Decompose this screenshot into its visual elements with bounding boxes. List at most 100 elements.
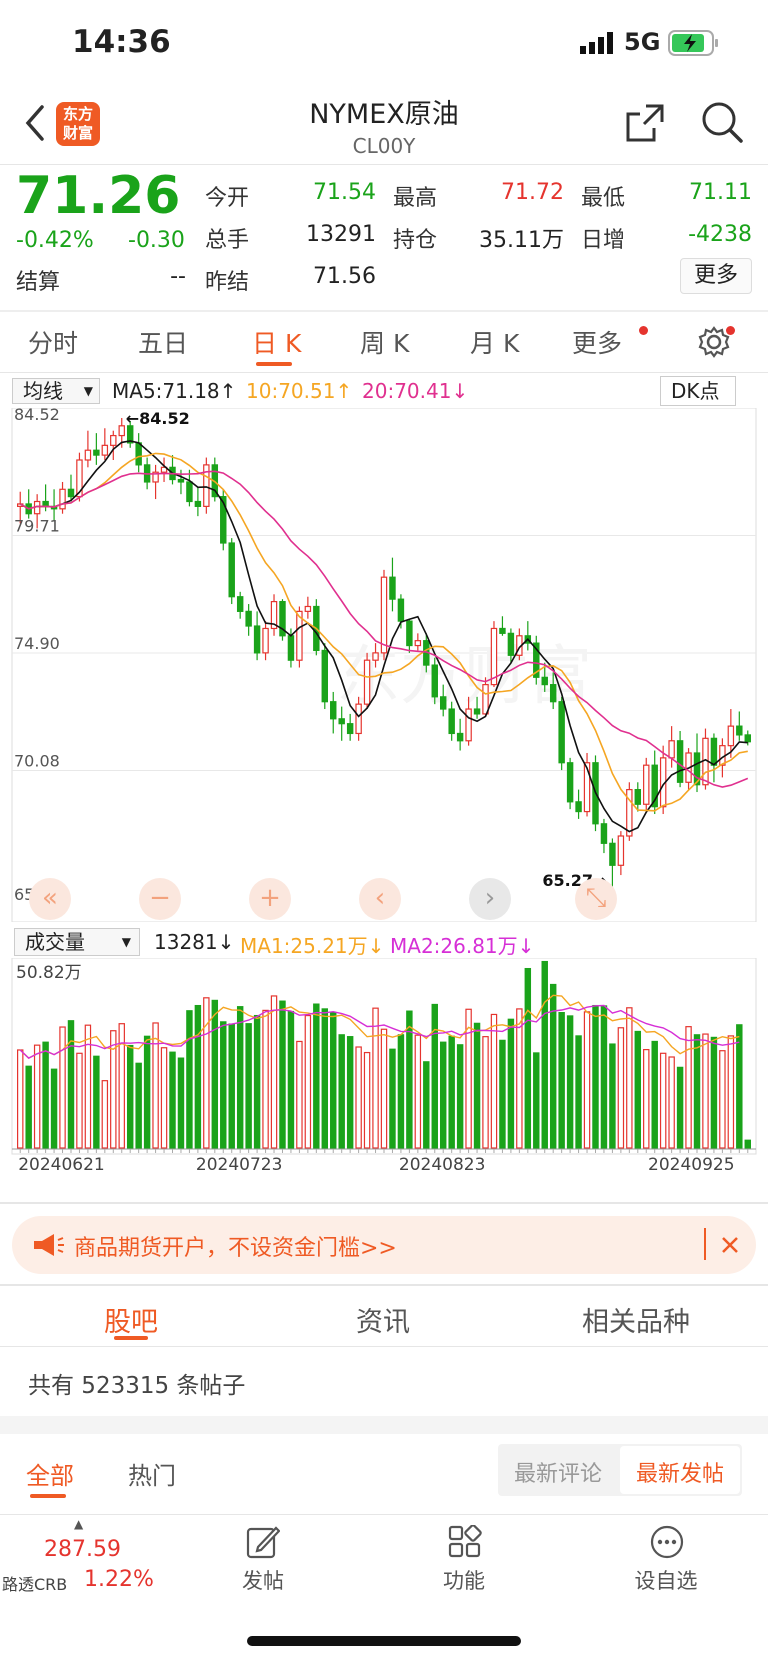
volume-indicator-dropdown[interactable]: 成交量 ▼ xyxy=(14,928,140,956)
quote-label: 结算 xyxy=(16,270,61,295)
volume-bar xyxy=(389,1048,396,1149)
search-icon[interactable] xyxy=(700,100,744,144)
volume-bar xyxy=(330,1012,337,1149)
volume-bar xyxy=(676,1066,684,1149)
tab-weekly-k[interactable]: 周 K xyxy=(360,329,410,358)
candle-body xyxy=(643,764,650,805)
volume-bar xyxy=(338,1034,345,1149)
volume-bar xyxy=(59,1026,66,1149)
filter-hot[interactable]: 热门 xyxy=(128,1462,176,1490)
volume-bar xyxy=(143,1035,151,1149)
volume-bar xyxy=(651,1040,658,1149)
more-quote-button[interactable]: 更多 xyxy=(680,258,752,294)
volume-bar xyxy=(42,1041,49,1149)
notification-dot xyxy=(726,326,735,335)
volume-ma2: MA2:26.81万↓ xyxy=(390,934,535,958)
volume-bar xyxy=(245,1023,252,1149)
nav-functions[interactable]: 功能 xyxy=(443,1569,485,1593)
candle-body xyxy=(727,725,735,747)
volume-ma1-line xyxy=(19,994,740,1059)
kline-chart[interactable]: 东方财富 84.5279.7174.9070.0865.27←84.5265.2… xyxy=(0,408,768,922)
candle-body xyxy=(744,734,751,743)
volume-bar xyxy=(126,1044,134,1149)
candle-body xyxy=(710,737,718,766)
volume-max-label: 50.82万 xyxy=(16,963,82,983)
tab-monthly-k[interactable]: 月 K xyxy=(470,329,520,358)
page-title: NYMEX原油 xyxy=(309,99,459,130)
index-percent[interactable]: 1.22% xyxy=(84,1567,154,1592)
scroll-left-button[interactable]: ‹ xyxy=(359,878,401,920)
dk-point-button[interactable]: DK点 xyxy=(660,376,736,406)
candle-body xyxy=(118,425,125,437)
share-icon[interactable] xyxy=(624,102,666,144)
volume-bar xyxy=(702,1033,709,1149)
ma10-value: 10:70.51↑ xyxy=(246,379,353,403)
index-value[interactable]: 287.59 xyxy=(44,1537,121,1562)
fullscreen-button[interactable]: ⤡ xyxy=(575,878,617,920)
volume-bar xyxy=(499,1039,506,1149)
tab-related[interactable]: 相关品种 xyxy=(582,1307,690,1338)
quote-label: 总手 xyxy=(205,228,250,253)
indicator-dropdown[interactable]: 均线 ▼ xyxy=(12,378,100,404)
tab-more[interactable]: 更多 xyxy=(572,329,623,358)
volume-bar xyxy=(592,1004,599,1149)
volume-bar xyxy=(313,1003,320,1149)
volume-bar xyxy=(287,1010,295,1149)
volume-bar xyxy=(668,1056,675,1149)
volume-bar xyxy=(626,1007,633,1149)
volume-ma2-line xyxy=(19,1004,740,1059)
zoom-out-button[interactable]: − xyxy=(139,878,181,920)
settings-icon[interactable] xyxy=(697,325,731,359)
volume-bar xyxy=(456,1044,464,1149)
quote-value: 13291 xyxy=(306,222,376,247)
candle-body xyxy=(406,620,413,647)
candle-body xyxy=(482,684,489,715)
candle-body xyxy=(439,696,447,710)
volume-bar xyxy=(710,1036,718,1149)
tab-five-day[interactable]: 五日 xyxy=(138,329,189,358)
candle-body xyxy=(186,481,193,503)
scroll-right-button[interactable]: › xyxy=(469,878,511,920)
ma20-line xyxy=(19,470,749,788)
volume-bar xyxy=(279,1000,286,1149)
grid-icon[interactable] xyxy=(448,1525,482,1559)
tab-daily-k[interactable]: 日 K xyxy=(252,329,302,358)
filter-all[interactable]: 全部 xyxy=(26,1462,74,1490)
more-dots-icon[interactable] xyxy=(650,1525,684,1559)
tab-intraday[interactable]: 分时 xyxy=(28,329,79,358)
y-tick-label: 79.71 xyxy=(14,517,60,536)
candle-body xyxy=(617,835,625,866)
tab-news[interactable]: 资讯 xyxy=(356,1307,410,1338)
volume-bar xyxy=(736,1024,743,1149)
scroll-to-start-button[interactable]: « xyxy=(29,878,71,920)
tab-forum[interactable]: 股吧 xyxy=(104,1307,158,1338)
volume-bar xyxy=(643,1048,650,1149)
index-name[interactable]: 路透CRB xyxy=(2,1575,68,1594)
back-icon[interactable] xyxy=(24,104,46,142)
sort-latest-post[interactable]: 最新发帖 xyxy=(636,1462,725,1487)
sort-latest-comment[interactable]: 最新评论 xyxy=(514,1462,603,1487)
active-tab-indicator xyxy=(114,1336,148,1340)
volume-bar xyxy=(346,1036,354,1149)
section-gap xyxy=(0,1416,768,1434)
candle-body xyxy=(304,605,312,612)
promo-banner[interactable]: 商品期货开户，不设资金门槛>> xyxy=(12,1216,756,1274)
change-value: -0.30 xyxy=(128,228,185,253)
volume-chart[interactable]: 50.82万 20240621 20240723 20240823 20240925 xyxy=(0,958,768,1180)
ma5-line xyxy=(19,440,748,833)
candle-body xyxy=(330,701,337,720)
zoom-in-button[interactable]: + xyxy=(249,878,291,920)
volume-bar xyxy=(152,1022,159,1149)
logo-text-bottom: 财富 xyxy=(62,124,93,142)
nav-add-watchlist[interactable]: 设自选 xyxy=(634,1569,698,1593)
nav-post[interactable]: 发帖 xyxy=(242,1569,284,1593)
volume-bar xyxy=(575,1035,582,1149)
volume-bar xyxy=(270,995,278,1149)
volume-bar xyxy=(507,1018,515,1149)
edit-icon[interactable] xyxy=(246,1525,280,1559)
volume-bar xyxy=(236,1006,244,1149)
candle-body xyxy=(372,652,379,661)
last-price: 71.26 xyxy=(16,166,181,226)
close-icon[interactable] xyxy=(720,1235,740,1255)
